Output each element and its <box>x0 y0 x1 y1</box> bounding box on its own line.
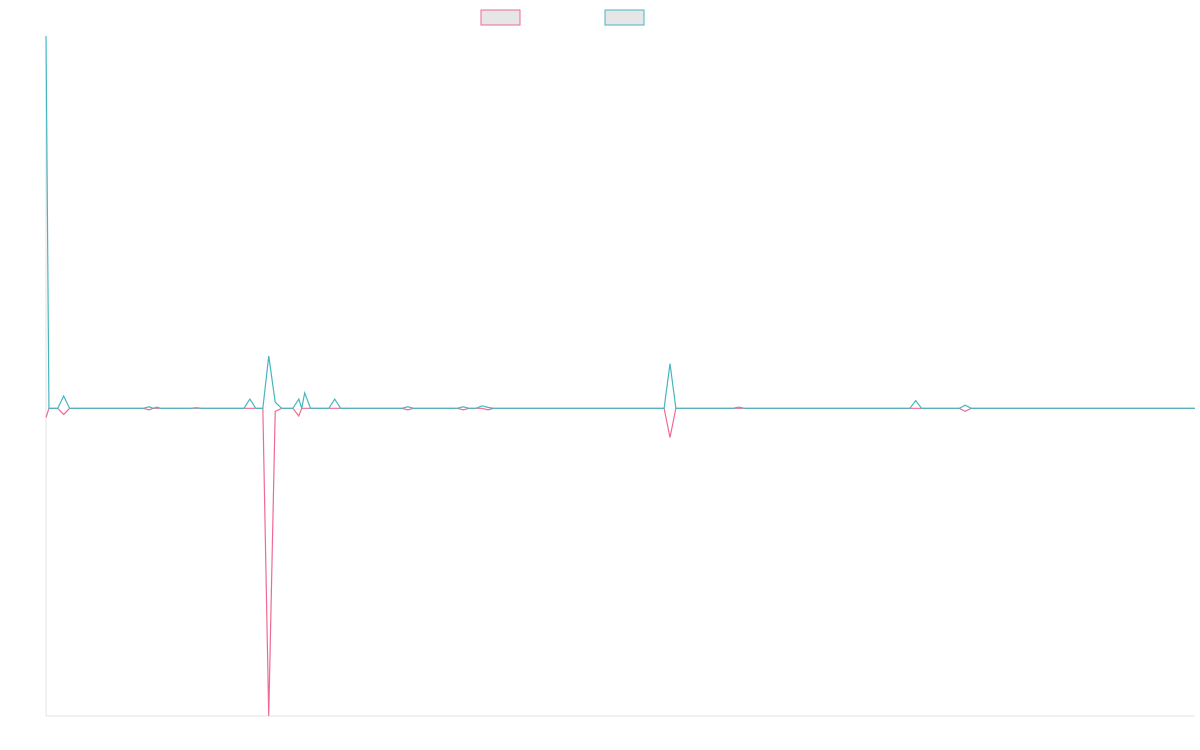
series-line <box>45 407 1195 717</box>
legend-swatch <box>604 9 645 26</box>
series-line <box>45 35 1195 409</box>
legend-swatch <box>480 9 521 26</box>
